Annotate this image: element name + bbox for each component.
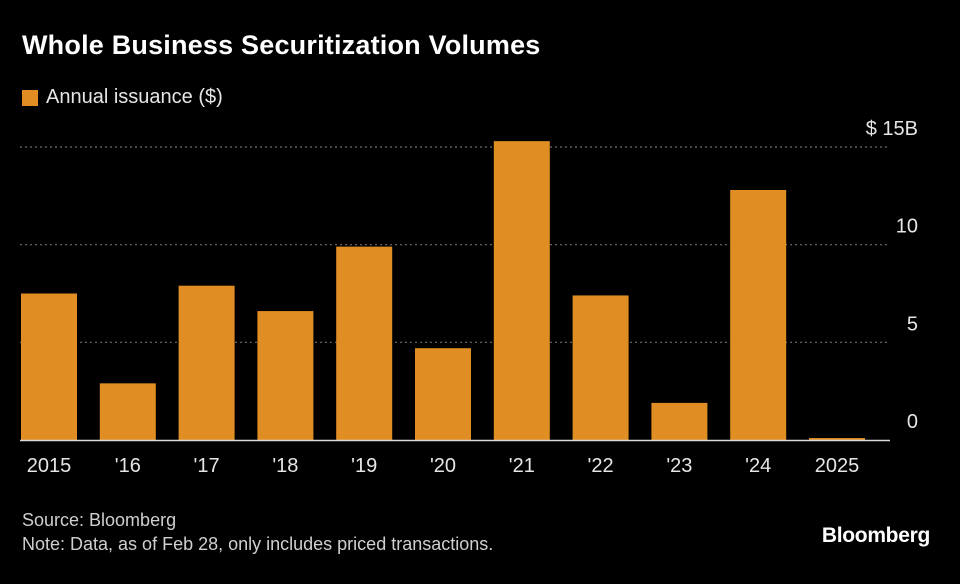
bloomberg-logo: Bloomberg bbox=[821, 524, 930, 547]
x-tick-label: '20 bbox=[430, 455, 456, 477]
y-tick-label: 5 bbox=[907, 313, 918, 335]
x-tick-label: '19 bbox=[351, 455, 377, 477]
x-tick-label: '24 bbox=[745, 455, 771, 477]
bar bbox=[257, 311, 314, 440]
bar bbox=[493, 141, 550, 440]
chart-title: Whole Business Securitization Volumes bbox=[22, 30, 541, 60]
y-tick-label: $ 15B bbox=[866, 118, 918, 140]
x-tick-label: 2025 bbox=[815, 455, 860, 477]
x-tick-label: '23 bbox=[666, 455, 692, 477]
x-tick-label: '22 bbox=[588, 455, 614, 477]
y-tick-label: 0 bbox=[907, 411, 918, 433]
bar bbox=[415, 348, 471, 440]
source-note: Source: Bloomberg bbox=[22, 510, 177, 530]
bar bbox=[809, 438, 865, 440]
legend-label: Annual issuance ($) bbox=[46, 86, 223, 108]
bars bbox=[21, 141, 865, 440]
data-note: Note: Data, as of Feb 28, only includes … bbox=[22, 534, 494, 554]
bar bbox=[336, 246, 393, 440]
x-tick-label: '17 bbox=[194, 455, 220, 477]
bar bbox=[572, 295, 629, 440]
x-tick-label: '18 bbox=[272, 455, 298, 477]
bar bbox=[99, 383, 156, 440]
bar bbox=[651, 402, 708, 440]
x-tick-labels: 2015 '16 '17 '18 '19 '20 '21 '22 '23 '24 2025 bbox=[27, 455, 860, 477]
y-tick-label: 10 bbox=[896, 216, 918, 238]
x-tick-label: '21 bbox=[509, 455, 535, 477]
bar bbox=[178, 285, 235, 440]
x-tick-label: '16 bbox=[115, 455, 141, 477]
y-tick-labels: 0 5 10 $ 15B bbox=[866, 118, 918, 433]
bar bbox=[730, 189, 787, 440]
bar bbox=[21, 293, 77, 440]
legend-swatch bbox=[22, 89, 38, 106]
x-tick-label: 2015 bbox=[27, 455, 72, 477]
legend: Annual issuance ($) bbox=[22, 86, 223, 109]
footer: Source: Bloomberg Note: Data, as of Feb … bbox=[22, 508, 493, 556]
